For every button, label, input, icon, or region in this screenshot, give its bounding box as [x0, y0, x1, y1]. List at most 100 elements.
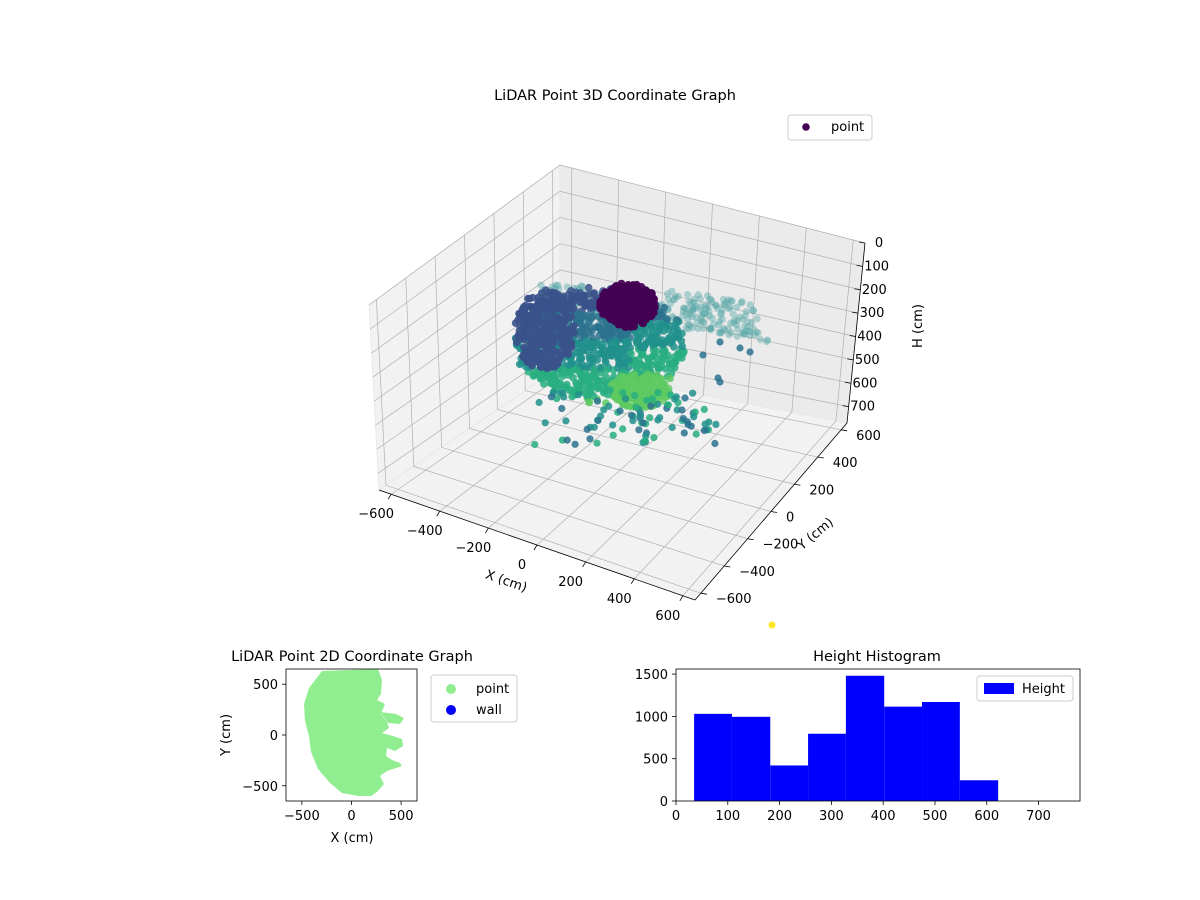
- scatter-point-3d: [608, 329, 617, 338]
- histogram-bar: [731, 716, 771, 801]
- scatter-point-3d: [724, 296, 732, 304]
- scatter-point-3d: [604, 391, 612, 399]
- scatter-point-3d: [635, 382, 644, 390]
- x-tick-label-histogram: 500: [923, 809, 948, 824]
- scatter-point-3d: [654, 365, 663, 373]
- points-3d: [511, 279, 772, 449]
- scatter-point-3d: [733, 316, 742, 325]
- scatter-point-3d: [727, 329, 735, 337]
- x-tick-label-2d: 0: [347, 809, 355, 824]
- scatter-point-3d: [726, 303, 734, 311]
- z-tick-label-3d: 700: [850, 400, 875, 415]
- z-tick-label-3d: 600: [853, 376, 878, 391]
- scatter-point-3d: [619, 389, 627, 397]
- x-tick-label-histogram: 0: [672, 809, 680, 824]
- scatter-point-3d: [588, 327, 596, 335]
- x-tick-label-3d: 200: [558, 575, 583, 590]
- scatter-point-3d: [686, 322, 694, 330]
- scatter-point-3d: [684, 290, 692, 299]
- y-tick-3d: [841, 429, 848, 432]
- scatter-point-3d: [692, 430, 700, 438]
- scatter-point-3d: [656, 379, 665, 387]
- scatter-point-3d: [689, 389, 697, 397]
- grid-z-line: [371, 217, 861, 354]
- scatter-point-3d: [730, 319, 738, 327]
- z-tick-3d: [854, 288, 861, 291]
- scatter-point-3d: [736, 344, 744, 352]
- scatter-point-3d: [699, 351, 707, 359]
- scatter-point-3d: [718, 306, 727, 314]
- x-tick-label-histogram: 400: [871, 809, 896, 824]
- scatter-point-3d: [590, 365, 598, 374]
- scatter-point-3d: [516, 322, 524, 330]
- scatter-point-3d: [630, 378, 638, 386]
- scatter-point-3d: [621, 337, 629, 346]
- z-tick-3d: [858, 241, 866, 244]
- scatter-point-3d: [728, 297, 736, 305]
- scatter-point-3d: [636, 293, 645, 302]
- scatter-point-3d: [637, 412, 645, 420]
- ticks-3d: −600 −400 −200 0 200 400 600 −600 −400 −200 0 200 40…: [358, 236, 889, 624]
- scatter-point-3d: [609, 421, 617, 429]
- z-tick-3d: [856, 264, 863, 267]
- scatter-point-3d: [668, 287, 676, 295]
- y-tick-3d: [724, 565, 731, 568]
- scatter-point-3d: [544, 346, 552, 355]
- scatter-point-3d: [732, 321, 740, 329]
- scatter-point-3d: [707, 325, 715, 333]
- scatter-point-3d: [730, 316, 739, 324]
- plot-2d-title: LiDAR Point 2D Coordinate Graph: [231, 649, 473, 665]
- scatter-point-3d: [585, 351, 594, 360]
- scatter-point-3d: [703, 292, 712, 300]
- scatter-point-3d: [574, 391, 583, 399]
- y-tick-3d: [794, 483, 801, 486]
- x-tick-3d: [485, 527, 489, 534]
- scatter-point-3d: [674, 351, 682, 359]
- grid-3d: [368, 164, 866, 596]
- scatter-point-3d: [693, 319, 701, 327]
- scatter-point-3d: [713, 304, 721, 313]
- scatter-point-3d: [627, 372, 635, 380]
- grid-x-line: [585, 215, 760, 563]
- scatter-point-3d: [586, 358, 595, 366]
- scatter-point-3d: [615, 350, 624, 359]
- scatter-point-3d: [570, 322, 578, 330]
- scatter-point-3d: [653, 339, 661, 347]
- scatter-point-3d: [659, 309, 667, 318]
- histogram-bar: [808, 733, 846, 801]
- y-tick-label-3d: −200: [763, 538, 799, 553]
- stray-marker: [768, 621, 776, 629]
- scatter-point-3d: [603, 321, 611, 329]
- scatter-point-3d: [556, 352, 565, 360]
- scatter-point-3d: [691, 304, 699, 312]
- scatter-point-3d: [694, 324, 702, 333]
- histogram-ticks: 0 100 200 300 400 500 600 700 0 500 1000 1500: [635, 668, 1051, 824]
- scatter-point-3d: [683, 304, 691, 313]
- z-axis-label-3d: H (cm): [911, 304, 926, 348]
- scatter-point-3d: [556, 378, 564, 387]
- histogram-bar: [959, 780, 999, 801]
- y-tick-label-3d: −400: [739, 565, 775, 580]
- scatter-point-3d: [549, 335, 557, 344]
- scatter-point-3d: [621, 373, 629, 381]
- scatter-point-3d: [717, 309, 725, 317]
- scatter-point-3d: [670, 343, 678, 351]
- scatter-point-3d: [600, 406, 608, 414]
- grid-z-line: [370, 190, 863, 330]
- scatter-point-3d: [621, 395, 630, 403]
- scatter-point-3d: [578, 345, 586, 353]
- scatter-point-3d: [680, 304, 689, 312]
- scatter-point-3d: [627, 349, 635, 358]
- scatter-point-3d: [692, 313, 701, 321]
- scatter-point-3d: [701, 301, 709, 309]
- scatter-point-3d: [744, 323, 752, 331]
- z-tick-label-3d: 0: [875, 236, 883, 251]
- scatter-point-3d: [648, 395, 657, 403]
- scatter-point-3d: [632, 337, 641, 346]
- scatter-point-3d: [654, 416, 662, 424]
- scatter-point-3d: [738, 298, 746, 306]
- z-tick-3d: [847, 358, 854, 361]
- z-tick-label-3d: 300: [860, 306, 885, 321]
- x-tick-3d: [436, 510, 441, 517]
- z-tick-label-3d: 500: [855, 353, 880, 368]
